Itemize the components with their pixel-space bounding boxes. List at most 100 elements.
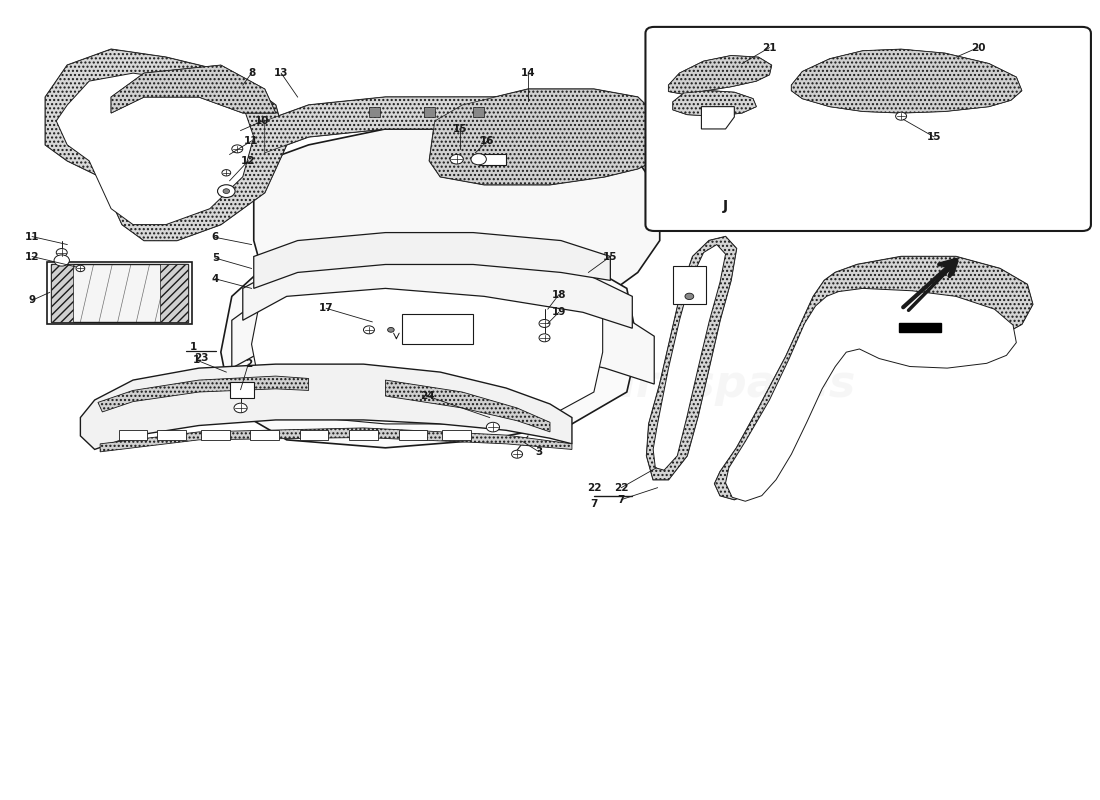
Bar bbox=[402, 314, 473, 344]
Text: 18: 18 bbox=[551, 290, 566, 300]
Circle shape bbox=[218, 185, 235, 198]
Bar bbox=[47, 262, 192, 324]
Polygon shape bbox=[653, 245, 726, 470]
Bar bbox=[251, 430, 279, 440]
Polygon shape bbox=[265, 97, 605, 153]
Polygon shape bbox=[45, 50, 287, 241]
Circle shape bbox=[512, 450, 522, 458]
Polygon shape bbox=[702, 106, 735, 129]
Text: 21: 21 bbox=[762, 42, 777, 53]
Polygon shape bbox=[98, 376, 309, 412]
Text: 4: 4 bbox=[211, 274, 219, 284]
Text: eurospares: eurospares bbox=[168, 362, 449, 406]
Circle shape bbox=[222, 170, 231, 176]
Text: 7: 7 bbox=[617, 494, 625, 505]
Polygon shape bbox=[45, 50, 287, 241]
Bar bbox=[478, 154, 506, 165]
Bar bbox=[230, 382, 254, 398]
Polygon shape bbox=[51, 265, 73, 322]
Text: 19: 19 bbox=[551, 307, 566, 318]
Text: 1: 1 bbox=[190, 342, 197, 352]
Polygon shape bbox=[56, 73, 254, 225]
Polygon shape bbox=[669, 56, 771, 94]
Text: 12: 12 bbox=[25, 251, 40, 262]
Circle shape bbox=[450, 154, 463, 164]
Bar bbox=[398, 430, 427, 440]
Polygon shape bbox=[715, 257, 1033, 500]
Text: 11: 11 bbox=[25, 231, 40, 242]
Text: 12: 12 bbox=[241, 156, 255, 166]
Text: 15: 15 bbox=[603, 251, 617, 262]
Circle shape bbox=[363, 326, 374, 334]
Circle shape bbox=[234, 403, 248, 413]
Text: 1: 1 bbox=[194, 355, 200, 365]
Bar bbox=[899, 322, 940, 332]
Text: 23: 23 bbox=[194, 353, 208, 362]
FancyBboxPatch shape bbox=[646, 27, 1091, 231]
Polygon shape bbox=[243, 257, 632, 328]
Text: 14: 14 bbox=[520, 68, 536, 78]
Text: 2: 2 bbox=[244, 359, 252, 369]
Text: 10: 10 bbox=[255, 116, 270, 126]
Text: eurospares: eurospares bbox=[574, 362, 856, 406]
Text: 20: 20 bbox=[970, 42, 986, 53]
Circle shape bbox=[895, 112, 906, 120]
Circle shape bbox=[486, 422, 499, 432]
Text: 22: 22 bbox=[614, 482, 628, 493]
Bar bbox=[673, 266, 706, 304]
Text: 15: 15 bbox=[453, 124, 468, 134]
Text: 16: 16 bbox=[481, 136, 495, 146]
Bar bbox=[424, 107, 434, 117]
Text: 22: 22 bbox=[586, 482, 601, 493]
Bar bbox=[157, 430, 186, 440]
Text: 5: 5 bbox=[211, 253, 219, 263]
Text: 24: 24 bbox=[420, 391, 434, 401]
Circle shape bbox=[54, 255, 69, 266]
Text: 9: 9 bbox=[29, 295, 35, 306]
Polygon shape bbox=[715, 257, 1033, 500]
Polygon shape bbox=[265, 97, 605, 153]
Circle shape bbox=[471, 154, 486, 165]
Text: 13: 13 bbox=[274, 68, 288, 78]
Polygon shape bbox=[254, 233, 611, 288]
Bar bbox=[368, 107, 379, 117]
Text: 3: 3 bbox=[536, 447, 542, 457]
Polygon shape bbox=[100, 428, 572, 452]
Polygon shape bbox=[80, 364, 572, 450]
Circle shape bbox=[539, 319, 550, 327]
Bar bbox=[119, 430, 147, 440]
Polygon shape bbox=[161, 265, 188, 322]
Polygon shape bbox=[111, 65, 276, 113]
Circle shape bbox=[387, 327, 394, 332]
Text: J: J bbox=[723, 198, 728, 213]
Polygon shape bbox=[669, 56, 771, 94]
Bar bbox=[201, 430, 230, 440]
Polygon shape bbox=[726, 288, 1016, 502]
Bar bbox=[473, 107, 484, 117]
Polygon shape bbox=[232, 281, 654, 384]
Polygon shape bbox=[429, 89, 660, 185]
Circle shape bbox=[539, 334, 550, 342]
Bar bbox=[349, 430, 377, 440]
Polygon shape bbox=[385, 380, 550, 432]
Text: 7: 7 bbox=[591, 498, 597, 509]
Text: 17: 17 bbox=[319, 303, 333, 314]
Polygon shape bbox=[791, 50, 1022, 113]
Polygon shape bbox=[673, 90, 757, 116]
Text: 6: 6 bbox=[211, 232, 219, 242]
Circle shape bbox=[232, 145, 243, 153]
Bar bbox=[51, 265, 188, 322]
Text: 8: 8 bbox=[248, 68, 255, 78]
Circle shape bbox=[56, 249, 67, 257]
Circle shape bbox=[685, 293, 694, 299]
Polygon shape bbox=[673, 90, 757, 116]
Polygon shape bbox=[791, 50, 1022, 113]
Circle shape bbox=[223, 189, 230, 194]
Polygon shape bbox=[429, 89, 660, 185]
Circle shape bbox=[76, 266, 85, 272]
Polygon shape bbox=[647, 237, 737, 480]
Polygon shape bbox=[111, 65, 276, 113]
Bar bbox=[300, 430, 329, 440]
Text: 15: 15 bbox=[927, 132, 942, 142]
Bar bbox=[442, 430, 471, 440]
